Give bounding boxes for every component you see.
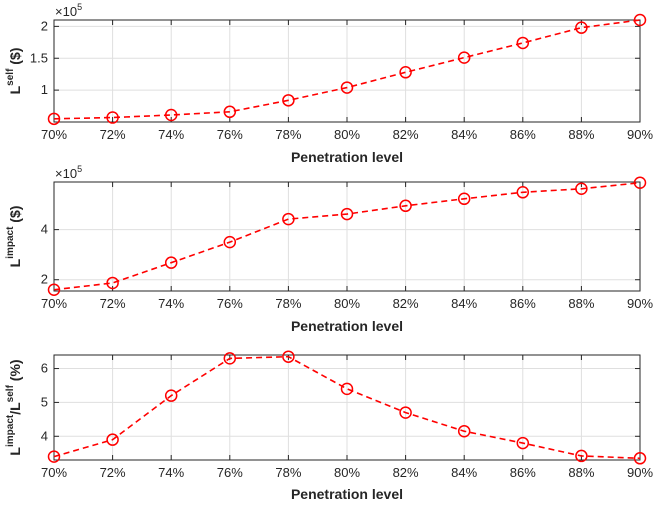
x-tick-label: 80% xyxy=(334,465,360,480)
x-tick-label: 80% xyxy=(334,127,360,142)
data-point-marker xyxy=(47,283,61,296)
y-tick-label: 2 xyxy=(41,18,48,33)
data-point-marker xyxy=(633,13,647,27)
axis-exponent-label: ×105 xyxy=(55,2,82,19)
x-tick-label: 72% xyxy=(100,296,126,311)
x-tick-label: 72% xyxy=(100,127,126,142)
x-tick-label: 82% xyxy=(393,127,419,142)
x-tick-label: 88% xyxy=(568,127,594,142)
data-point-marker xyxy=(164,389,178,402)
data-point-marker xyxy=(575,182,588,196)
data-point-marker xyxy=(340,81,354,94)
data-point-marker xyxy=(282,350,295,363)
x-tick-label: 78% xyxy=(275,465,301,480)
series-line xyxy=(53,181,641,291)
y-tick-label: 1.5 xyxy=(30,50,48,65)
x-tick-label: 78% xyxy=(275,296,301,311)
x-axis-label: Penetration level xyxy=(291,318,403,334)
data-point-marker xyxy=(457,51,471,64)
x-tick-label: 72% xyxy=(100,465,126,480)
data-point-marker xyxy=(457,424,471,438)
data-point-marker xyxy=(516,36,530,50)
data-point-marker xyxy=(516,436,530,450)
x-tick-label: 82% xyxy=(393,465,419,480)
data-point-marker xyxy=(106,111,119,124)
y-axis-label: Limpact/Lself (%) xyxy=(5,359,23,455)
x-tick-label: 90% xyxy=(627,465,653,480)
data-point-marker xyxy=(399,66,412,79)
data-point-marker xyxy=(633,452,647,465)
data-point-marker xyxy=(516,186,530,199)
x-axis-label: Penetration level xyxy=(291,149,403,165)
x-tick-label: 90% xyxy=(627,296,653,311)
y-axis-label: Limpact ($) xyxy=(5,206,23,268)
y-axis-label: Lself ($) xyxy=(5,48,23,95)
data-point-marker xyxy=(633,176,647,190)
data-point-marker xyxy=(164,108,178,122)
x-tick-label: 84% xyxy=(451,465,477,480)
y-tick-label: 4 xyxy=(41,428,48,443)
series-line xyxy=(53,355,641,460)
x-tick-label: 80% xyxy=(334,296,360,311)
y-tick-label: 4 xyxy=(41,222,48,237)
x-tick-label: 74% xyxy=(158,465,184,480)
data-point-marker xyxy=(399,406,412,419)
chart-panel-3: 70% 72% 74% 76% 78% 80% 82% 84% 86% 88% 90% 4 5 6 Pene… xyxy=(5,350,653,502)
x-tick-label: 86% xyxy=(510,296,536,311)
y-tick-label: 2 xyxy=(41,272,48,287)
data-point-marker xyxy=(575,21,588,34)
x-tick-label: 70% xyxy=(41,465,67,480)
x-axis-label: Penetration level xyxy=(291,486,403,502)
x-tick-label: 82% xyxy=(393,296,419,311)
data-point-marker xyxy=(223,235,237,249)
data-point-marker xyxy=(223,352,237,365)
x-tick-label: 74% xyxy=(158,127,184,142)
x-tick-label: 84% xyxy=(451,127,477,142)
data-point-marker xyxy=(223,105,237,119)
data-point-marker xyxy=(340,207,354,221)
x-tick-label: 86% xyxy=(510,127,536,142)
x-tick-label: 78% xyxy=(275,127,301,142)
data-point-marker xyxy=(340,382,354,396)
x-tick-label: 90% xyxy=(627,127,653,142)
y-tick-label: 1 xyxy=(41,82,48,97)
x-tick-label: 88% xyxy=(568,465,594,480)
x-tick-label: 84% xyxy=(451,296,477,311)
y-tick-label: 5 xyxy=(41,394,48,409)
series-line xyxy=(53,19,641,120)
data-point-marker xyxy=(164,256,178,269)
x-tick-label: 76% xyxy=(217,127,243,142)
x-tick-label: 70% xyxy=(41,127,67,142)
chart-panel-2: 70% 72% 74% 76% 78% 80% 82% 84% 86% 88% 90% 2 4 ×105 P… xyxy=(5,164,653,334)
data-point-marker xyxy=(575,449,588,463)
data-point-marker xyxy=(47,450,61,463)
axis-exponent-label: ×105 xyxy=(55,164,82,181)
data-point-marker xyxy=(47,112,61,126)
x-tick-label: 86% xyxy=(510,465,536,480)
data-point-marker xyxy=(282,212,295,226)
data-point-marker xyxy=(457,192,471,206)
data-point-marker xyxy=(106,433,119,446)
y-tick-label: 6 xyxy=(41,361,48,376)
x-tick-label: 76% xyxy=(217,465,243,480)
x-tick-label: 70% xyxy=(41,296,67,311)
data-point-marker xyxy=(399,199,412,213)
x-tick-label: 88% xyxy=(568,296,594,311)
x-tick-label: 74% xyxy=(158,296,184,311)
data-point-marker xyxy=(282,94,295,107)
data-point-marker xyxy=(106,276,119,290)
chart-panel-1: 70% 72% 74% 76% 78% 80% 82% 84% 86% 88% 90% 1 1.5 2 ×1… xyxy=(5,2,653,165)
x-tick-label: 76% xyxy=(217,296,243,311)
